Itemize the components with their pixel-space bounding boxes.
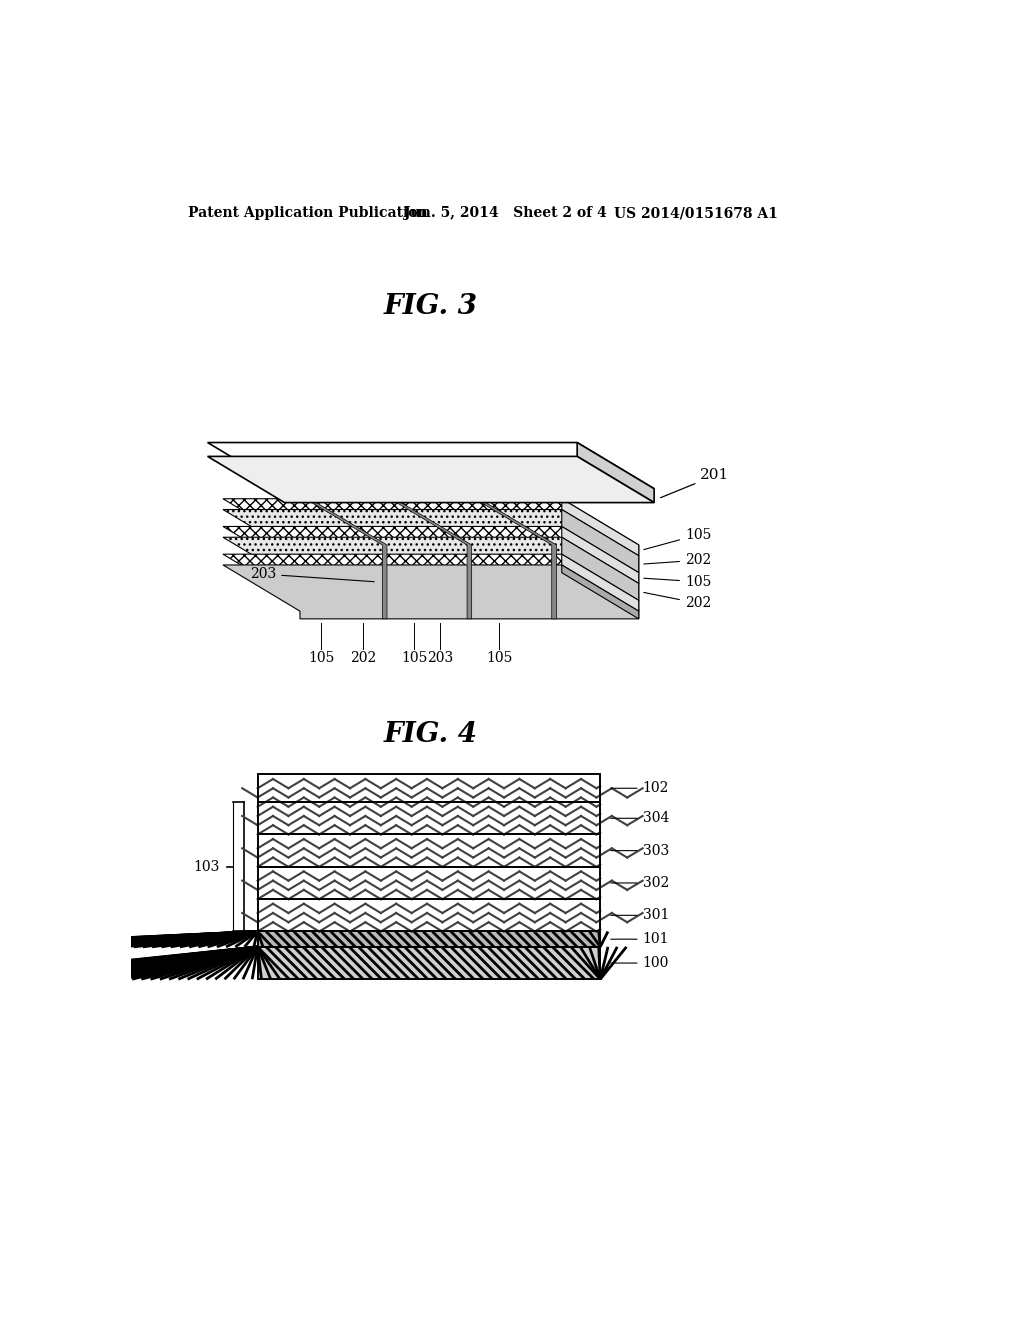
Polygon shape (208, 457, 654, 503)
Bar (258, 932, 600, 946)
Bar (258, 867, 600, 899)
Text: FIG. 3: FIG. 3 (384, 293, 478, 321)
Bar (258, 946, 600, 979)
Text: US 2014/0151678 A1: US 2014/0151678 A1 (614, 206, 778, 220)
Polygon shape (223, 537, 639, 601)
Text: 105: 105 (308, 651, 334, 665)
Text: 102: 102 (610, 781, 669, 795)
Text: 103: 103 (193, 859, 219, 874)
Polygon shape (578, 442, 654, 503)
Polygon shape (562, 554, 639, 611)
Text: 201: 201 (660, 469, 730, 498)
Text: 100: 100 (610, 956, 669, 970)
Polygon shape (562, 565, 639, 619)
Polygon shape (305, 499, 387, 619)
Text: 304: 304 (610, 812, 669, 825)
Polygon shape (223, 510, 639, 573)
Polygon shape (223, 499, 639, 556)
Bar (258, 803, 600, 834)
Polygon shape (223, 554, 639, 611)
Text: Jun. 5, 2014   Sheet 2 of 4: Jun. 5, 2014 Sheet 2 of 4 (403, 206, 606, 220)
Text: 302: 302 (610, 876, 669, 890)
Bar (258, 775, 600, 803)
Text: 203: 203 (427, 651, 453, 665)
Text: 202: 202 (644, 593, 712, 610)
Bar (258, 775, 600, 803)
Text: 101: 101 (610, 932, 669, 946)
Text: 105: 105 (485, 651, 512, 665)
Bar (258, 899, 600, 932)
Polygon shape (223, 527, 639, 583)
Text: 202: 202 (644, 553, 712, 568)
Text: 105: 105 (644, 528, 712, 549)
Bar (258, 834, 600, 867)
Polygon shape (390, 499, 472, 619)
Bar (258, 803, 600, 834)
Polygon shape (223, 565, 639, 619)
Bar (258, 946, 600, 979)
Text: 105: 105 (644, 574, 712, 589)
Text: 202: 202 (350, 651, 377, 665)
Text: 203: 203 (250, 568, 374, 582)
Polygon shape (562, 510, 639, 573)
Text: FIG. 4: FIG. 4 (384, 721, 478, 747)
Text: 301: 301 (610, 908, 669, 923)
Text: Patent Application Publication: Patent Application Publication (188, 206, 428, 220)
Bar (258, 867, 600, 899)
Polygon shape (562, 537, 639, 601)
Bar (258, 899, 600, 932)
Text: 303: 303 (610, 843, 669, 858)
Bar (258, 834, 600, 867)
Polygon shape (208, 442, 654, 488)
Polygon shape (562, 527, 639, 583)
Polygon shape (475, 499, 556, 619)
Polygon shape (562, 499, 639, 556)
Bar (258, 932, 600, 946)
Text: 105: 105 (401, 651, 427, 665)
